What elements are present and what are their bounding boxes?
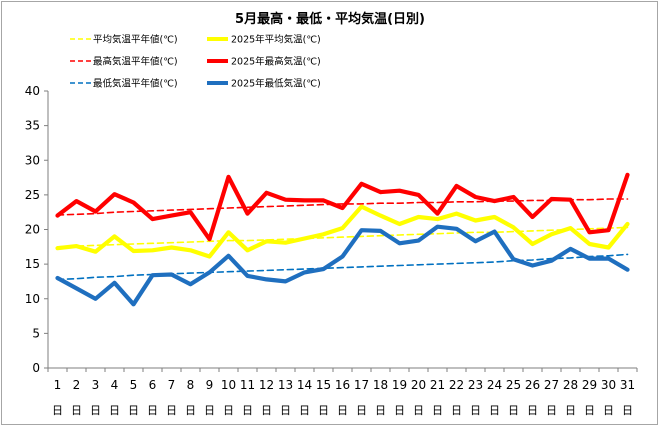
x-tick-label: 14 [297,378,312,392]
x-tick-label: 1 [54,378,62,392]
y-tick-label: 20 [25,223,40,237]
x-tick-label-unit: 日 [356,404,367,417]
x-tick-label: 27 [544,378,559,392]
legend-label-2: 最高気温平年値(℃) [93,56,178,68]
series-line-0 [56,226,629,248]
x-tick-label: 3 [92,378,100,392]
legend: 平均気温平年値(℃) 2025年平均気温(℃) 最高気温平年値(℃) 2025年最高気… [70,34,321,90]
x-tick-label: 26 [525,378,540,392]
x-tick-label-unit: 日 [242,404,253,417]
x-tick-label-unit: 日 [622,404,633,417]
legend-label-3: 2025年最高気温(℃) [231,56,321,68]
x-tick-label: 18 [373,378,388,392]
x-tick-label: 22 [449,378,464,392]
x-tick-label-unit: 日 [109,404,120,417]
y-tick-label: 10 [25,292,40,306]
x-tick-label-unit: 日 [318,404,329,417]
chart-title: 5月最高・最低・平均気温(日別) [235,11,425,27]
x-tick-label: 16 [335,378,350,392]
x-tick-label: 31 [620,378,635,392]
x-tick-label-unit: 日 [261,404,272,417]
y-tick-label: 35 [25,119,40,133]
x-tick-label: 24 [487,378,502,392]
x-tick-label-unit: 日 [413,404,424,417]
x-tick-label-unit: 日 [565,404,576,417]
y-tick-label: 40 [25,84,40,98]
x-tick-label: 13 [278,378,293,392]
x-tick-label-unit: 日 [432,404,443,417]
x-tick-label-unit: 日 [223,404,234,417]
x-tick-label: 5 [130,378,138,392]
x-tick-label: 8 [187,378,195,392]
x-tick-label: 28 [563,378,578,392]
x-tick-label-unit: 日 [470,404,481,417]
x-tick-label-unit: 日 [451,404,462,417]
x-tick-label-unit: 日 [90,404,101,417]
series-line-5 [55,224,630,307]
x-tick-label: 7 [168,378,176,392]
y-tick-label: 15 [25,257,40,271]
x-tick-label: 19 [392,378,407,392]
legend-label-1: 2025年平均気温(℃) [231,34,321,46]
series-line-1 [55,204,630,259]
x-tick-label-unit: 日 [603,404,614,417]
x-tick-label: 4 [111,378,119,392]
x-tick-label-unit: 日 [52,404,63,417]
legend-label-5: 2025年最低気温(℃) [231,78,321,90]
x-tick-label: 9 [206,378,214,392]
x-tick-label-unit: 日 [128,404,139,417]
y-tick-label: 5 [32,326,40,340]
x-tick-label: 25 [506,378,521,392]
legend-label-4: 最低気温平年値(℃) [93,78,178,90]
x-tick-label: 20 [411,378,426,392]
x-tick-label: 2 [73,378,81,392]
series-line-3 [55,172,630,242]
axes: 05101520253035401日2日3日4日5日6日7日8日9日10日11日… [25,84,638,417]
x-tick-label: 10 [221,378,236,392]
x-tick-label-unit: 日 [508,404,519,417]
x-tick-label: 21 [430,378,445,392]
legend-label-0: 平均気温平年値(℃) [93,34,178,46]
x-tick-label: 30 [601,378,616,392]
x-tick-label: 29 [582,378,597,392]
x-tick-label-unit: 日 [394,404,405,417]
x-tick-label-unit: 日 [71,404,82,417]
y-tick-label: 0 [32,361,40,375]
y-tick-label: 25 [25,188,40,202]
x-tick-label: 17 [354,378,369,392]
x-tick-label-unit: 日 [166,404,177,417]
x-tick-label-unit: 日 [584,404,595,417]
x-tick-label: 23 [468,378,483,392]
x-tick-label-unit: 日 [375,404,386,417]
x-tick-label-unit: 日 [299,404,310,417]
x-tick-label-unit: 日 [204,404,215,417]
x-tick-label: 11 [240,378,255,392]
x-tick-label-unit: 日 [546,404,557,417]
y-tick-label: 30 [25,153,40,167]
series-line-2 [56,198,629,216]
x-tick-label-unit: 日 [185,404,196,417]
x-tick-label-unit: 日 [280,404,291,417]
x-tick-label-unit: 日 [337,404,348,417]
x-tick-label: 6 [149,378,157,392]
plot-area [55,172,630,307]
x-tick-label-unit: 日 [147,404,158,417]
x-tick-label: 12 [259,378,274,392]
x-tick-label-unit: 日 [489,404,500,417]
x-tick-label-unit: 日 [527,404,538,417]
x-tick-label: 15 [316,378,331,392]
